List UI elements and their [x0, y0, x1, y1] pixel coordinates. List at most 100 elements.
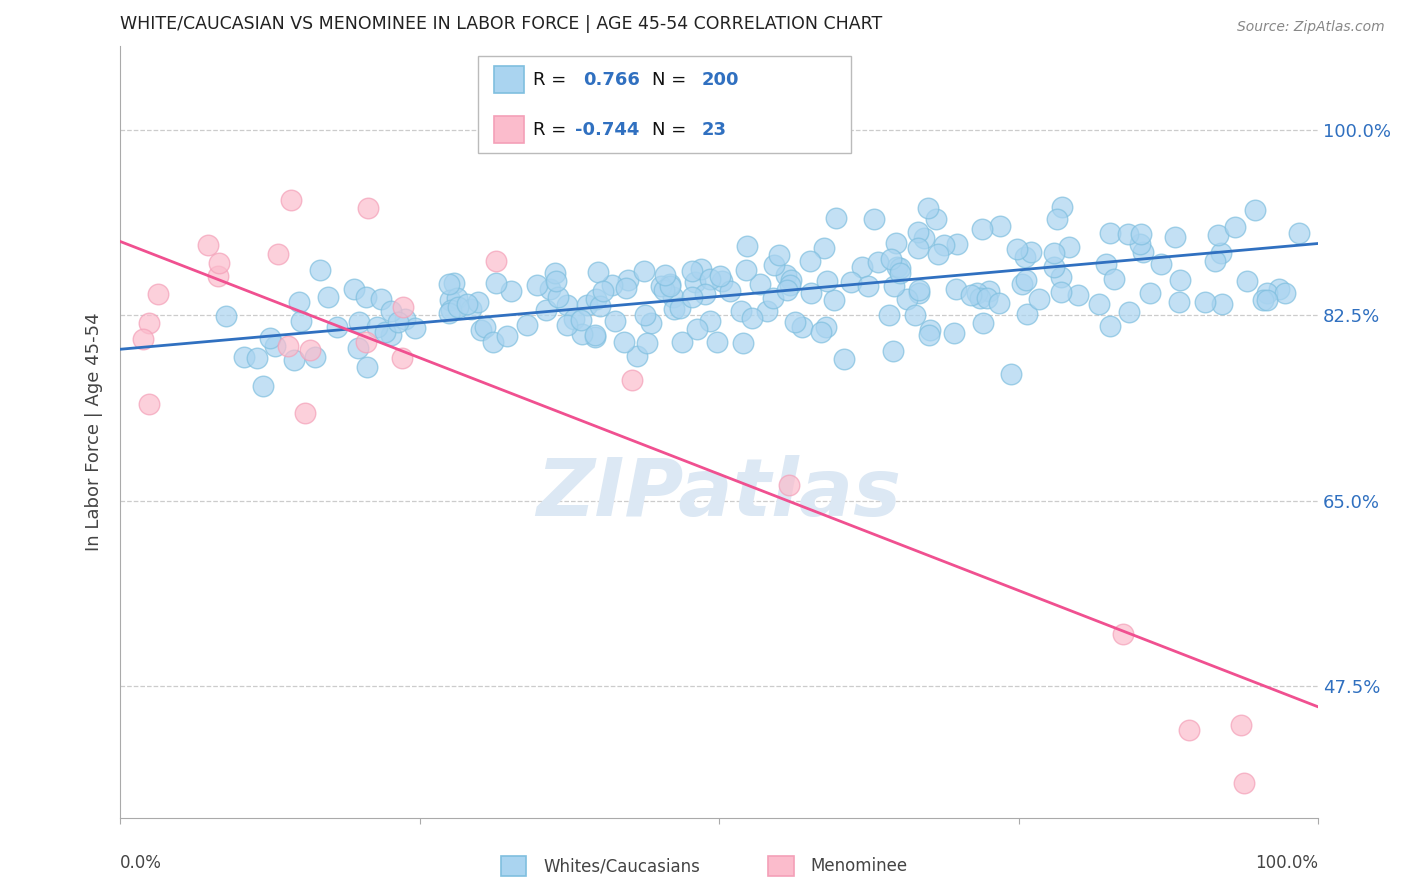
- Point: [600, 277, 623, 292]
- Point: [470, 323, 492, 337]
- Point: [904, 308, 927, 322]
- Point: [683, 275, 706, 289]
- Point: [1206, 227, 1229, 242]
- Point: [569, 312, 592, 326]
- Point: [370, 292, 392, 306]
- Point: [686, 322, 709, 336]
- Point: [555, 318, 578, 332]
- Point: [966, 285, 988, 300]
- Point: [779, 278, 801, 293]
- Point: [813, 241, 835, 255]
- Point: [762, 291, 785, 305]
- Point: [263, 339, 285, 353]
- Point: [1211, 297, 1233, 311]
- Point: [1015, 307, 1038, 321]
- Point: [1230, 717, 1253, 731]
- Point: [318, 290, 340, 304]
- Point: [482, 334, 505, 349]
- Point: [380, 328, 402, 343]
- Point: [778, 477, 800, 491]
- Point: [1099, 226, 1122, 240]
- Point: [215, 309, 238, 323]
- Point: [815, 319, 838, 334]
- Point: [1007, 242, 1029, 256]
- Point: [880, 252, 903, 266]
- Point: [1042, 260, 1064, 274]
- Point: [669, 301, 692, 315]
- Point: [979, 284, 1001, 298]
- Point: [969, 291, 991, 305]
- Point: [1268, 282, 1291, 296]
- Point: [1139, 286, 1161, 301]
- Point: [1194, 295, 1216, 310]
- Point: [1118, 227, 1140, 241]
- Point: [146, 287, 169, 301]
- Point: [538, 282, 561, 296]
- Point: [585, 330, 607, 344]
- Point: [347, 341, 370, 355]
- Point: [259, 331, 281, 345]
- Point: [633, 264, 655, 278]
- Point: [1043, 245, 1066, 260]
- Point: [304, 350, 326, 364]
- Point: [588, 265, 610, 279]
- Point: [920, 323, 942, 337]
- Point: [437, 306, 460, 320]
- Point: [889, 265, 911, 279]
- Point: [710, 274, 733, 288]
- Point: [792, 320, 814, 334]
- Point: [693, 286, 716, 301]
- Point: [232, 350, 254, 364]
- Point: [562, 312, 585, 326]
- Text: ZIPatlas: ZIPatlas: [537, 455, 901, 533]
- Point: [208, 256, 231, 270]
- Point: [735, 239, 758, 253]
- Point: [1243, 202, 1265, 217]
- Point: [1088, 297, 1111, 311]
- Point: [547, 290, 569, 304]
- Point: [467, 294, 489, 309]
- Point: [671, 335, 693, 350]
- Point: [1256, 286, 1278, 301]
- Point: [394, 311, 416, 326]
- Point: [1288, 226, 1310, 240]
- Point: [138, 397, 160, 411]
- Point: [1019, 244, 1042, 259]
- Point: [942, 326, 965, 340]
- Text: 100.0%: 100.0%: [1256, 855, 1319, 872]
- Point: [138, 316, 160, 330]
- Point: [555, 297, 578, 311]
- Point: [976, 291, 998, 305]
- Point: [613, 334, 636, 349]
- Point: [516, 318, 538, 333]
- Point: [446, 291, 468, 305]
- Point: [526, 277, 548, 292]
- Point: [1099, 319, 1122, 334]
- Point: [474, 320, 496, 334]
- Point: [1011, 277, 1033, 292]
- Point: [862, 211, 884, 226]
- Text: Whites/Caucasians: Whites/Caucasians: [543, 857, 700, 875]
- Point: [960, 288, 983, 302]
- Point: [446, 300, 468, 314]
- Point: [699, 272, 721, 286]
- Point: [896, 293, 918, 307]
- Point: [267, 247, 290, 261]
- Point: [207, 269, 229, 284]
- Point: [907, 225, 929, 239]
- Point: [735, 262, 758, 277]
- Point: [246, 351, 269, 365]
- Point: [443, 276, 465, 290]
- Point: [763, 258, 786, 272]
- Point: [877, 308, 900, 322]
- Point: [924, 211, 946, 226]
- Point: [681, 264, 703, 278]
- Point: [706, 334, 728, 349]
- Point: [776, 283, 799, 297]
- Point: [856, 278, 879, 293]
- Point: [544, 266, 567, 280]
- Point: [1163, 230, 1185, 244]
- Point: [534, 303, 557, 318]
- Text: Source: ZipAtlas.com: Source: ZipAtlas.com: [1237, 20, 1385, 34]
- Point: [1046, 211, 1069, 226]
